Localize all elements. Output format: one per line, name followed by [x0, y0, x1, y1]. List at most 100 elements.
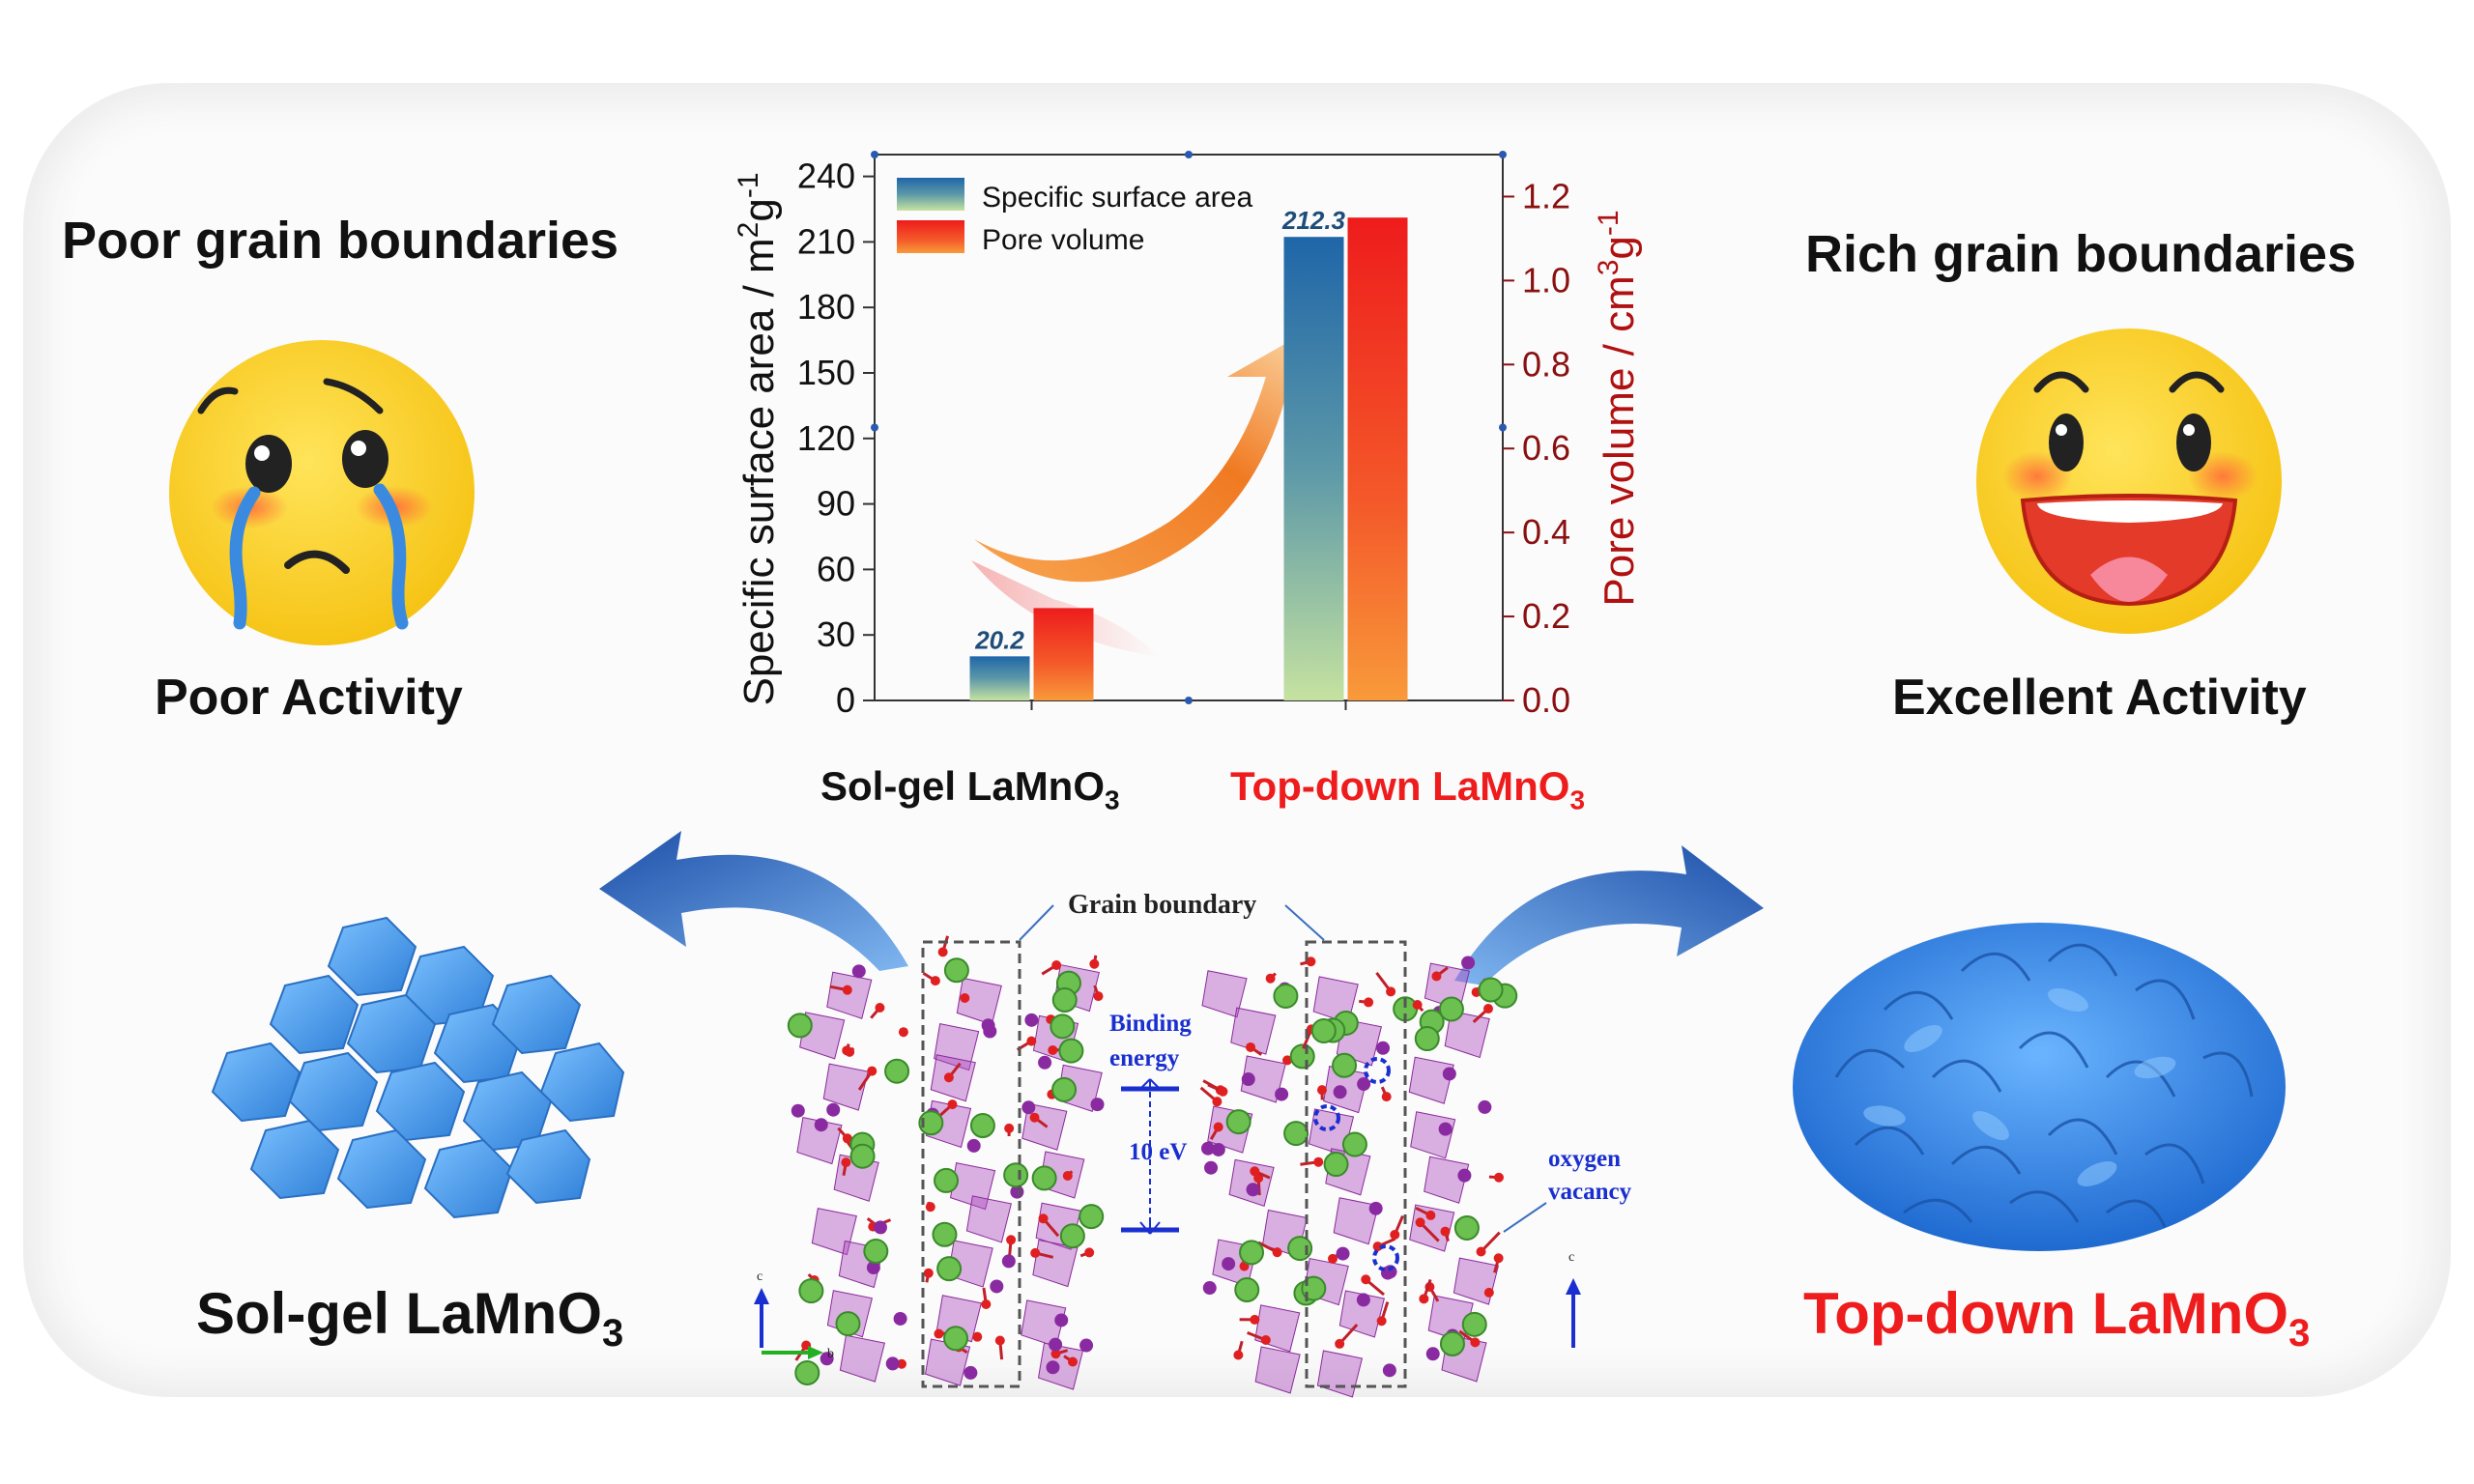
grain-boundary-label: Grain boundary [1068, 890, 1256, 920]
y-left-tick-label: 210 [797, 221, 855, 261]
y-left-tick-label: 90 [817, 484, 855, 524]
manganese-atom [814, 1118, 828, 1132]
oxygen-atom [1376, 1316, 1387, 1327]
oxygen-atom [842, 985, 852, 995]
mn-octahedron [811, 1208, 857, 1256]
oxygen-atom [1386, 986, 1396, 997]
oxygen-atom [1412, 999, 1423, 1010]
lanthanum-atom [1323, 1152, 1349, 1178]
growth-arrow-icon [971, 338, 1319, 657]
manganese-atom [1478, 1099, 1492, 1114]
binding-energy-label-2: energy [1109, 1045, 1180, 1071]
bar-surface-area [969, 656, 1030, 700]
mn-octahedron [934, 1023, 980, 1071]
manganese-atom [1357, 1077, 1371, 1092]
left-activity: Poor Activity [155, 670, 463, 726]
y-left-tick-label: 240 [797, 157, 855, 196]
manganese-atom [1049, 1337, 1063, 1352]
oxygen-vacancy-label-1: oxygen [1548, 1146, 1621, 1172]
oxygen-atom [1419, 1294, 1429, 1304]
oxygen-atom [1328, 1253, 1338, 1264]
oxygen-atom [1084, 1247, 1095, 1258]
manganese-atom [1368, 1201, 1383, 1215]
lanthanum-atom [1051, 987, 1078, 1013]
lanthanum-atom [1461, 1311, 1487, 1337]
manganese-atom [964, 1365, 978, 1380]
lanthanum-atom [943, 1326, 969, 1352]
oxygen-atom [1415, 1217, 1425, 1228]
lanthanum-atom [1003, 1162, 1029, 1188]
y-right-axis-title: Pore volume / cm3g-1 [1593, 210, 1643, 606]
oxygen-atom [1476, 1246, 1486, 1257]
right-activity: Excellent Activity [1892, 670, 2307, 726]
binding-energy-label-1: Binding [1109, 1011, 1192, 1037]
manganese-atom [1202, 1281, 1217, 1296]
manganese-atom [1090, 1098, 1105, 1112]
y-left-tick-label: 120 [797, 418, 855, 458]
mn-octahedron [1333, 1197, 1379, 1245]
lanthanum-atom [1438, 996, 1464, 1022]
mn-octahedron [796, 1116, 843, 1165]
oxygen-atom [1250, 1314, 1260, 1325]
lanthanum-atom [798, 1278, 824, 1304]
manganese-atom [873, 1220, 887, 1235]
oxygen-atom [937, 947, 948, 957]
mn-octahedron [1228, 1158, 1275, 1208]
oxygen-atom [923, 1268, 934, 1278]
axis-c-label-left: c [757, 1270, 762, 1284]
manganese-atom [1211, 1142, 1225, 1156]
oxygen-atom [1425, 1210, 1436, 1220]
oxygen-atom [1493, 1172, 1504, 1183]
oxygen-atom [1306, 956, 1316, 967]
oxygen-atom [994, 1335, 1005, 1346]
lanthanum-atom [936, 1256, 963, 1282]
left-material-text: Sol-gel LaMnO [196, 1281, 602, 1346]
lanthanum-atom [1439, 1330, 1465, 1356]
manganese-atom [1356, 1293, 1370, 1307]
oxygen-atom [943, 1072, 954, 1083]
oxygen-atom [845, 1046, 855, 1057]
manganese-atom [1461, 956, 1476, 970]
manganese-atom [1275, 1087, 1289, 1101]
bar-pore-volume [1033, 608, 1094, 700]
oxygen-atom [972, 1331, 983, 1342]
bar-value-label: 212.3 [1281, 206, 1346, 235]
axis-marker-dot [871, 423, 878, 432]
mn-octahedron [965, 1195, 1012, 1243]
y-right-tick-label: 1.0 [1522, 260, 1570, 300]
mn-octahedron [1424, 1156, 1470, 1204]
crystal-structure-diagram: Grain boundary Binding energy 10 eV oxyg… [754, 890, 1632, 1398]
mn-octahedron [1037, 1342, 1084, 1390]
grain-boundary-box-left [921, 940, 1021, 1388]
oxygen-atom [898, 1027, 908, 1038]
x-category-sol-gel-sub: 3 [1105, 785, 1120, 815]
mn-octahedron [1201, 970, 1248, 1018]
oxygen-atom [981, 1298, 992, 1309]
x-category-top-down: Top-down LaMnO3 [1230, 763, 1585, 815]
manganese-atom [1241, 1072, 1255, 1087]
mn-octahedron [1230, 1007, 1277, 1055]
lanthanum-atom [849, 1143, 876, 1169]
mn-octahedron [1453, 1257, 1500, 1305]
oxygen-atom [1265, 973, 1276, 984]
oxygen-atom [1364, 997, 1374, 1008]
y-right-tick-label: 1.2 [1522, 176, 1570, 215]
manganese-atom [1021, 1100, 1036, 1115]
lanthanum-atom [1414, 1026, 1440, 1052]
lanthanum-atom [1283, 1121, 1309, 1147]
happy-face-icon [1976, 328, 2282, 634]
y-right-tick-label: 0.6 [1522, 428, 1570, 468]
legend-label-surface-area: Specific surface area [982, 182, 1252, 214]
oxygen-atom [1029, 1112, 1040, 1123]
bar-surface-area [1283, 237, 1344, 700]
legend-swatch-surface-area [897, 178, 964, 211]
grain-boundary-box-right [1305, 940, 1407, 1388]
legend-swatch-pore-volume [897, 220, 964, 253]
right-heading: Rich grain boundaries [1805, 225, 2357, 283]
oxygen-atom [934, 1328, 944, 1339]
oxygen-atom [875, 1003, 885, 1013]
oxygen-atom [925, 1202, 935, 1213]
left-material-label: Sol-gel LaMnO3 [196, 1280, 623, 1356]
mn-octahedron [1408, 1056, 1454, 1104]
y-right-tick-label: 0.8 [1522, 344, 1570, 384]
